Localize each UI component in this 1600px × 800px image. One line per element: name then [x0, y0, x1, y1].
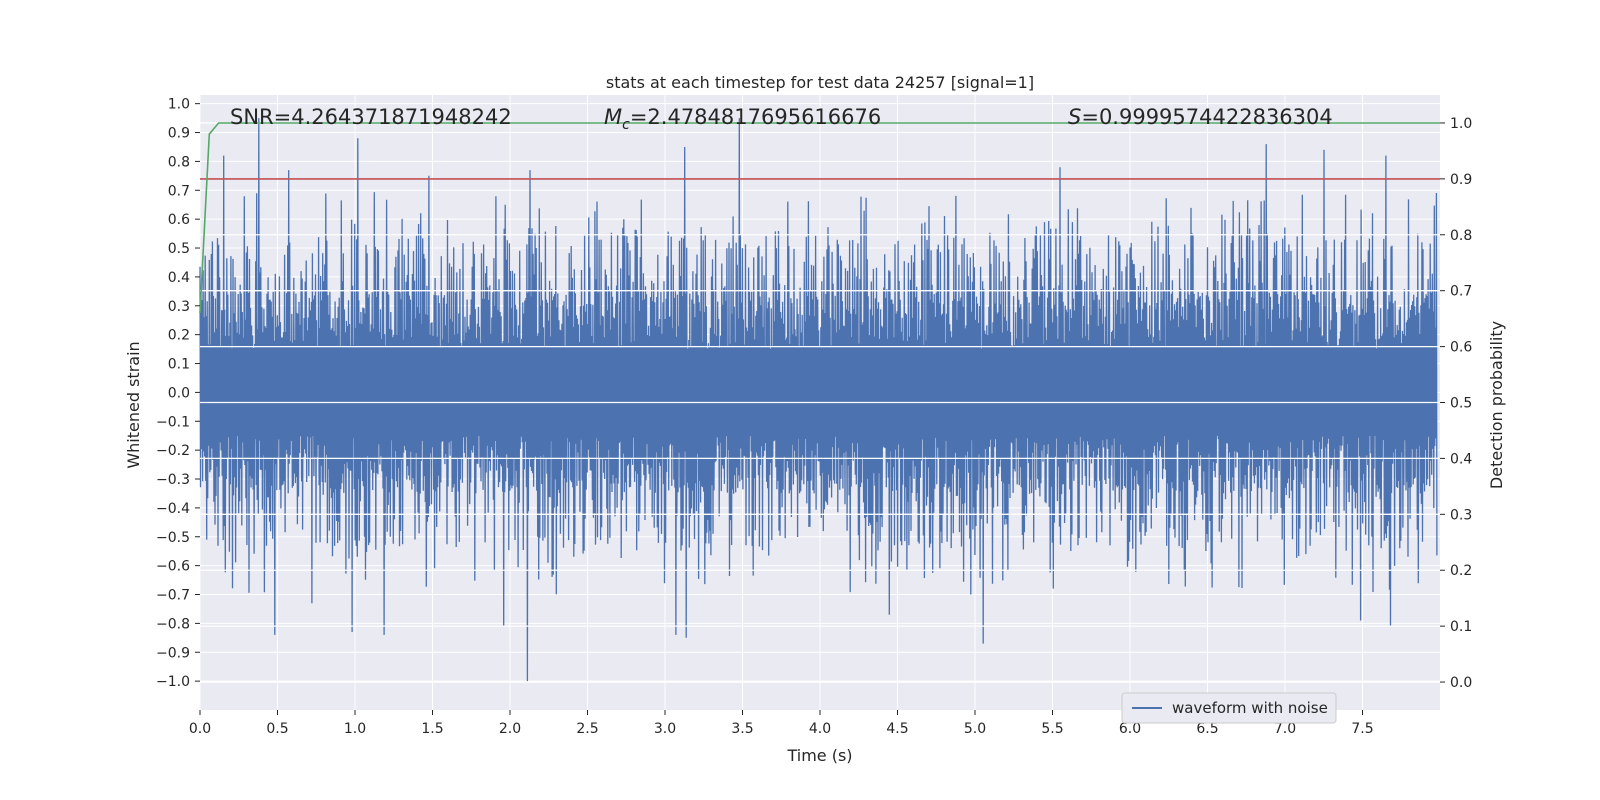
chirp-mass-annotation: Mc=2.4784817695616676 — [604, 105, 881, 133]
x-tick-label: 7.5 — [1351, 721, 1373, 737]
x-tick-label: 2.5 — [576, 721, 598, 737]
y-left-tick-label: 0.3 — [168, 299, 190, 315]
y-right-tick-label: 0.2 — [1450, 563, 1472, 579]
y-left-tick-label: −0.2 — [156, 443, 190, 459]
y-left-tick-label: 0.2 — [168, 328, 190, 344]
x-tick-label: 1.5 — [421, 721, 443, 737]
x-tick-label: 0.0 — [189, 721, 211, 737]
waveform-series — [199, 118, 1438, 682]
x-tick-label: 6.5 — [1196, 721, 1218, 737]
y-left-tick-label: −0.4 — [156, 501, 190, 517]
y-left-tick-label: −0.9 — [156, 645, 190, 661]
y-right-tick-label: 0.8 — [1450, 228, 1472, 244]
y-left-axis-label: Whitened strain — [124, 341, 143, 468]
x-tick-label: 4.5 — [886, 721, 908, 737]
y-left-tick-label: 0.9 — [168, 126, 190, 142]
y-left-tick-label: −0.5 — [156, 530, 190, 546]
y-right-tick-label: 0.4 — [1450, 451, 1472, 467]
x-tick-label: 5.0 — [964, 721, 986, 737]
y-left-tick-label: 0.0 — [168, 385, 190, 401]
y-left-tick-label: 0.1 — [168, 357, 190, 373]
s-symbol: S — [1068, 105, 1081, 129]
chirp-mass-symbol: M — [604, 105, 622, 129]
y-left-tick-label: 0.7 — [168, 183, 190, 199]
y-right-tick-label: 0.5 — [1450, 396, 1472, 412]
legend: waveform with noise — [1121, 692, 1337, 724]
y-left-tick-label: −0.1 — [156, 414, 190, 430]
y-left-tick-label: −0.7 — [156, 588, 190, 604]
x-tick-label: 4.0 — [809, 721, 831, 737]
detection-probability-line — [199, 122, 1440, 314]
y-right-tick-label: 0.3 — [1450, 507, 1472, 523]
y-left-tick-label: −1.0 — [156, 674, 190, 690]
y-right-tick-label: 0.0 — [1450, 675, 1472, 691]
legend-box — [1121, 692, 1337, 724]
x-tick-label: 0.5 — [266, 721, 288, 737]
y-left-tick-label: 0.8 — [168, 154, 190, 170]
chirp-mass-subscript: c — [622, 117, 630, 133]
legend-label: waveform with noise — [1172, 699, 1328, 717]
y-right-axis-ticks: 1.0 0.9 0.8 0.7 0.6 0.5 0.4 0.3 0.2 0.1 0.0 — [1440, 116, 1472, 691]
y-right-tick-label: 1.0 — [1450, 116, 1472, 132]
probability-series — [199, 122, 1440, 314]
x-axis-label: Time (s) — [786, 746, 852, 765]
y-left-tick-label: 0.4 — [168, 270, 190, 286]
x-tick-label: 7.0 — [1274, 721, 1296, 737]
x-tick-label: 5.5 — [1041, 721, 1063, 737]
y-left-tick-label: −0.3 — [156, 472, 190, 488]
chart-title: stats at each timestep for test data 242… — [606, 73, 1034, 92]
waveform-line — [199, 118, 1438, 682]
y-left-tick-label: 0.5 — [168, 241, 190, 257]
y-left-tick-label: −0.6 — [156, 559, 190, 575]
x-axis-ticks: 0.0 0.5 1.0 1.5 2.0 2.5 3.0 3.5 4.0 4.5 5.0 5.5 6.0 6… — [189, 710, 1374, 737]
x-tick-label: 2.0 — [499, 721, 521, 737]
x-tick-label: 3.0 — [654, 721, 676, 737]
y-right-tick-label: 0.1 — [1450, 619, 1472, 635]
y-left-axis-ticks: 1.0 0.9 0.8 0.7 0.6 0.5 0.4 0.3 0.2 0.1 0.0 −0.1 −0.… — [156, 97, 200, 690]
y-left-tick-label: 0.6 — [168, 212, 190, 228]
y-right-tick-label: 0.9 — [1450, 172, 1472, 188]
x-tick-label: 6.0 — [1119, 721, 1141, 737]
s-annotation: S=0.9999574422836304 — [1068, 105, 1333, 129]
y-left-tick-label: 1.0 — [168, 97, 190, 113]
y-left-tick-label: −0.8 — [156, 616, 190, 632]
y-right-tick-label: 0.6 — [1450, 340, 1472, 356]
chirp-mass-value: =2.4784817695616676 — [630, 105, 881, 129]
x-tick-label: 3.5 — [731, 721, 753, 737]
s-value: =0.9999574422836304 — [1081, 105, 1332, 129]
y-right-axis-label: Detection probability — [1487, 321, 1506, 489]
y-right-tick-label: 0.7 — [1450, 284, 1472, 300]
x-tick-label: 1.0 — [344, 721, 366, 737]
snr-annotation: SNR=4.264371871948242 — [230, 105, 512, 129]
